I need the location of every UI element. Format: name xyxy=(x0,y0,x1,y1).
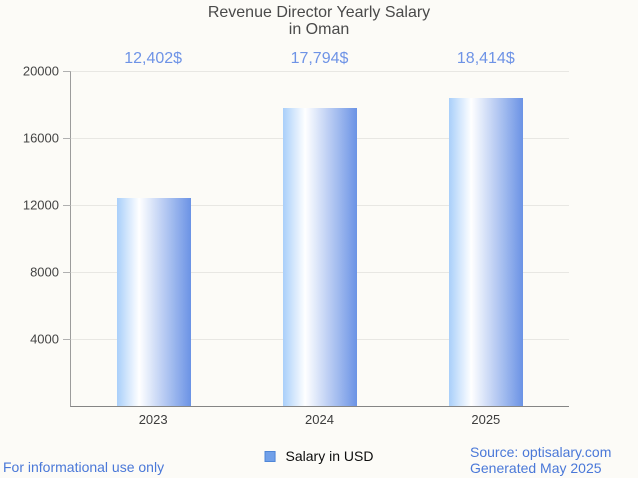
plot-area: 20000 16000 12000 8000 4000 xyxy=(23,64,569,407)
ytick-mark-8000 xyxy=(63,272,71,273)
gridline-20000 xyxy=(71,71,569,72)
bar-slot-2024 xyxy=(237,71,403,406)
ytick-label-12000: 12000 xyxy=(22,197,59,213)
bar-2024 xyxy=(283,107,357,406)
ytick-mark-12000 xyxy=(63,205,71,206)
disclaimer-text: For informational use only xyxy=(3,459,165,475)
ytick-mark-4000 xyxy=(63,339,71,340)
ytick-label-20000: 20000 xyxy=(22,63,59,79)
bar-value-labels-row: 12,402$ 17,794$ 18,414$ xyxy=(70,50,569,68)
source-text: Source: optisalary.com xyxy=(470,444,612,460)
legend: Salary in USD xyxy=(264,448,374,464)
ytick-label-16000: 16000 xyxy=(22,130,59,146)
bar-value-label-2025: 18,414$ xyxy=(456,50,515,67)
chart-title-line1: Revenue Director Yearly Salary xyxy=(207,4,431,21)
bar-2023 xyxy=(117,198,191,406)
source-block: Source: optisalary.com Generated May 202… xyxy=(470,444,611,476)
legend-swatch-icon xyxy=(264,450,276,462)
bar-slot-2025 xyxy=(403,71,569,406)
chart-title: Revenue Director Yearly Salary in Oman xyxy=(0,4,638,38)
bar-value-label-2024: 17,794$ xyxy=(290,50,349,67)
ytick-label-8000: 8000 xyxy=(30,264,59,280)
bar-2025 xyxy=(449,97,523,406)
x-axis-label-2023: 2023 xyxy=(138,412,168,427)
x-axis-label-2024: 2024 xyxy=(305,412,334,427)
ytick-label-4000: 4000 xyxy=(30,331,59,347)
x-axis-label-2025: 2025 xyxy=(471,412,501,427)
bar-slot-2023 xyxy=(71,71,237,406)
x-axis-labels-row: 2023 2024 2025 xyxy=(70,412,569,427)
ytick-mark-20000 xyxy=(63,71,71,72)
ytick-mark-16000 xyxy=(63,138,71,139)
bars-row xyxy=(71,71,569,406)
legend-label: Salary in USD xyxy=(285,448,374,464)
bar-value-label-2023: 12,402$ xyxy=(124,50,183,67)
generated-text: Generated May 2025 xyxy=(470,460,602,476)
chart-title-line2: in Oman xyxy=(288,21,350,38)
